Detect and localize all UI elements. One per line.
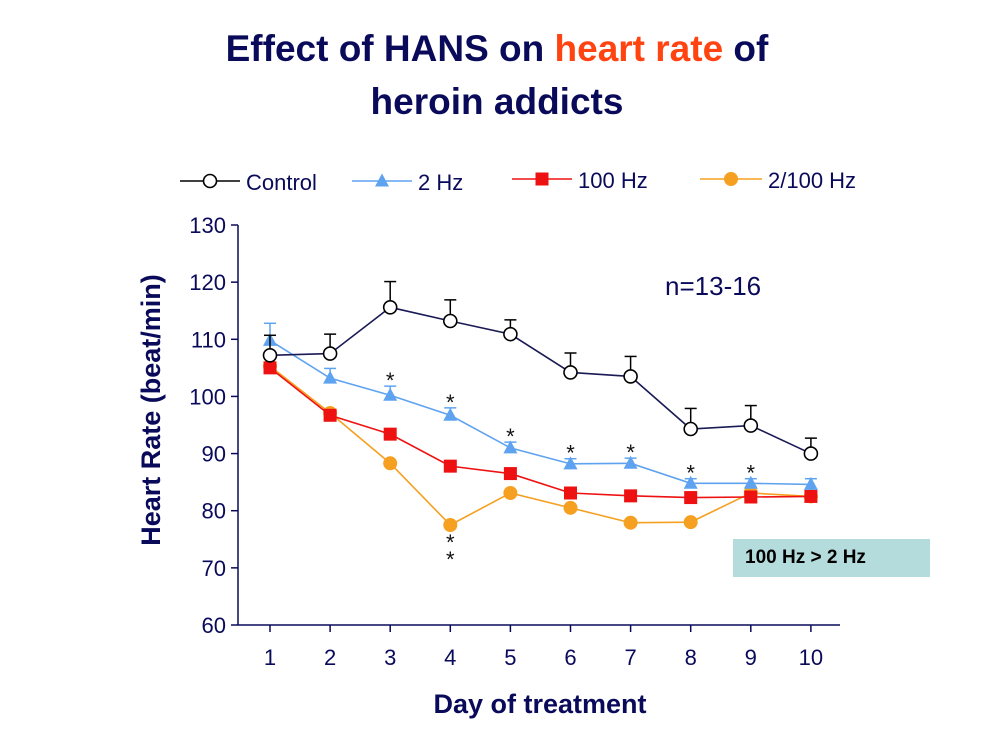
x-tick-label: 3 [384, 645, 396, 670]
data-point [804, 489, 818, 503]
data-point [623, 515, 638, 530]
series-2-100-hz [263, 359, 818, 532]
x-tick-label: 9 [745, 645, 757, 670]
legend: Control 2 Hz 100 Hz 2/100 Hz [180, 168, 856, 195]
legend-item-control: Control [180, 170, 317, 195]
x-tick-label: 1 [264, 645, 276, 670]
title-line-2: heroin addicts [370, 81, 624, 122]
data-point [383, 427, 397, 441]
data-point [443, 518, 458, 532]
data-point [743, 475, 758, 489]
x-tick-label: 4 [444, 645, 456, 670]
legend-item-2-100-hz: 2/100 Hz [700, 168, 856, 193]
significance-star: * [446, 390, 455, 415]
data-point [743, 418, 759, 433]
legend-label: Control [246, 170, 317, 195]
series-line [269, 306, 812, 455]
data-point [623, 455, 638, 469]
data-point [323, 370, 338, 384]
legend-marker [202, 173, 218, 189]
title-part-b: of [723, 28, 769, 69]
data-point [683, 475, 698, 489]
y-tick-label: 80 [202, 499, 226, 524]
series-2-hz [263, 322, 818, 490]
title-highlight: heart rate [554, 28, 724, 69]
y-tick-label: 130 [189, 213, 226, 238]
significance-marks: **** ** *** [386, 368, 756, 572]
x-tick-label: 5 [504, 645, 516, 670]
legend-item-100-hz: 100 Hz [512, 168, 648, 193]
data-point [443, 407, 458, 421]
y-tick-label: 110 [191, 327, 226, 352]
y-tick-label: 60 [202, 613, 226, 638]
data-point [503, 486, 518, 500]
comparison-badge: 100 Hz > 2 Hz [733, 539, 930, 577]
legend-marker [375, 173, 389, 187]
legend-label: 2/100 Hz [768, 168, 856, 193]
data-point [503, 467, 517, 481]
data-point [563, 365, 578, 380]
significance-star: * [446, 547, 455, 572]
data-point [563, 500, 578, 515]
series-100-hz [263, 357, 818, 505]
legend-marker [724, 172, 738, 186]
data-point [383, 387, 398, 401]
data-point [442, 313, 458, 329]
significance-star: * [506, 424, 515, 449]
x-axis-title: Day of treatment [433, 689, 646, 719]
significance-star: * [686, 461, 695, 486]
data-point [623, 369, 638, 384]
y-tick-label: 70 [202, 556, 226, 581]
significance-star: * [626, 440, 635, 465]
legend-item-2-hz: 2 Hz [352, 170, 463, 195]
sample-size-annotation: n=13-16 [665, 271, 761, 301]
page-title: Effect of HANS on heart rate of heroin a… [0, 22, 994, 128]
legend-label: 100 Hz [578, 168, 648, 193]
significance-star: * [446, 530, 455, 555]
y-axis-title: Heart Rate (beat/min) [136, 274, 166, 546]
y-tick-label: 120 [189, 270, 226, 295]
data-point [263, 361, 277, 375]
significance-star: * [747, 461, 756, 486]
data-point [744, 490, 758, 504]
data-point [443, 459, 457, 473]
data-point [803, 446, 819, 461]
significance-star: * [566, 441, 575, 466]
legend-marker [535, 172, 549, 186]
data-point [563, 456, 578, 470]
y-tick-label: 90 [202, 442, 226, 467]
data-point [383, 456, 398, 471]
x-tick-label: 2 [324, 645, 336, 670]
y-tick-label: 100 [189, 384, 226, 409]
x-tick-label: 6 [564, 645, 576, 670]
data-point [323, 408, 337, 422]
x-tick-label: 8 [685, 645, 697, 670]
data-point [683, 421, 699, 437]
legend-label: 2 Hz [418, 170, 463, 195]
data-point [624, 489, 638, 503]
data-point [684, 491, 698, 505]
data-point [262, 347, 278, 363]
series-control [262, 280, 819, 461]
data-point [322, 346, 338, 361]
significance-star: * [386, 368, 395, 393]
data-point [683, 515, 698, 530]
title-part-a: Effect of HANS on [225, 28, 555, 69]
data-point [564, 486, 577, 500]
series-line [269, 339, 811, 486]
data-point [503, 326, 518, 342]
data-point [803, 476, 818, 490]
x-tick-label: 10 [799, 645, 823, 670]
x-tick-label: 7 [624, 645, 636, 670]
axes: 60 70 80 90 100 110 120 130 1 2 3 4 5 6 7 8 9 10 [189, 213, 840, 670]
data-point [503, 440, 518, 454]
series-group [262, 280, 819, 532]
series-line [269, 367, 811, 499]
data-point [382, 299, 398, 315]
series-line [269, 365, 811, 526]
